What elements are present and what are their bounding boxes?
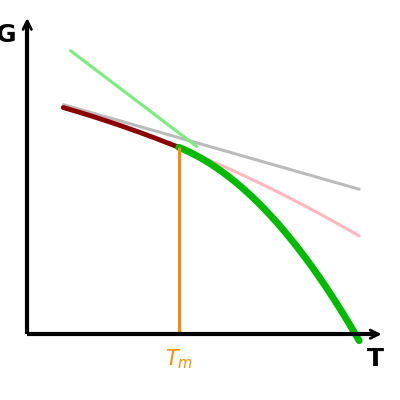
Text: T: T (367, 347, 384, 371)
Text: $T_m$: $T_m$ (165, 347, 193, 371)
Text: G: G (0, 22, 16, 46)
